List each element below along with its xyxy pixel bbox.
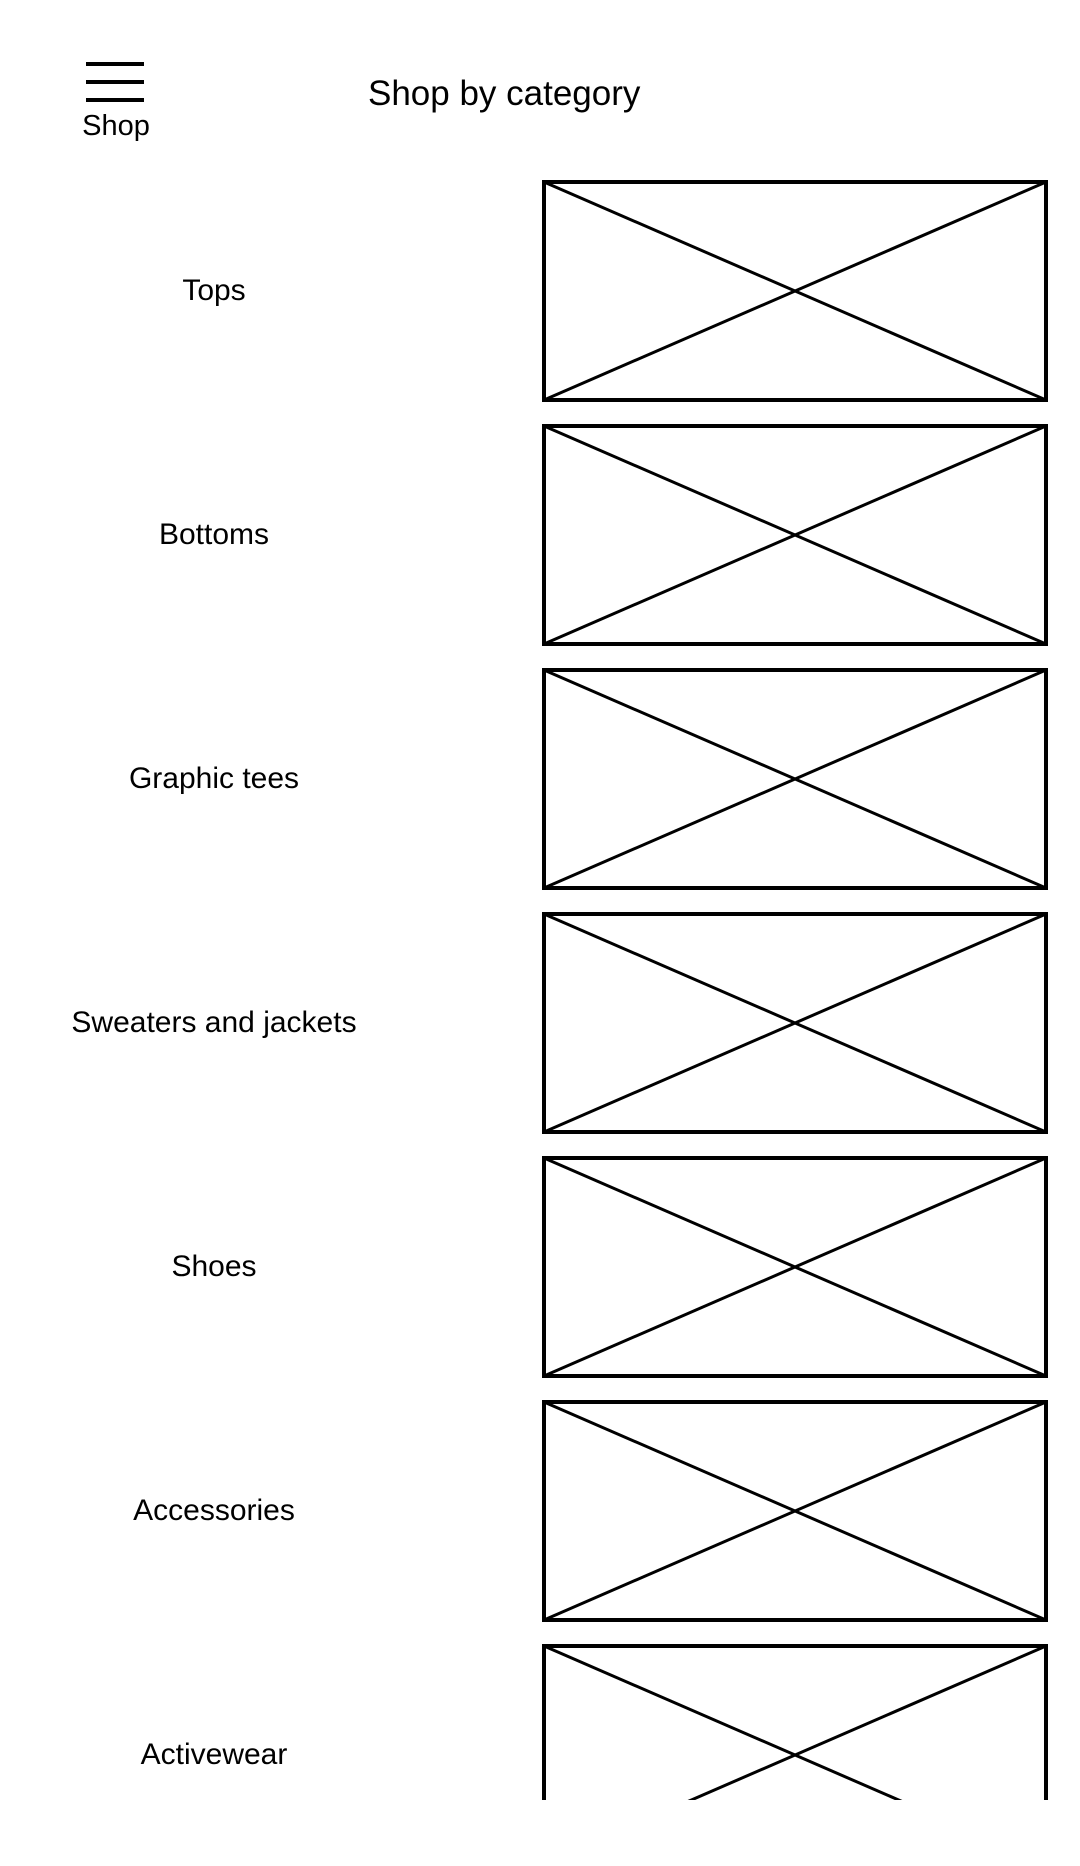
page-title: Shop by category — [368, 74, 641, 113]
category-accessories[interactable]: Accessories — [0, 1400, 1080, 1622]
category-graphic-tees[interactable]: Graphic tees — [0, 668, 1080, 890]
category-label: Shoes — [171, 1250, 257, 1283]
category-sweaters-and-jackets[interactable]: Sweaters and jackets — [0, 912, 1080, 1134]
menu-button[interactable]: Shop — [70, 58, 162, 148]
category-label: Sweaters and jackets — [71, 1006, 357, 1039]
category-activewear[interactable]: Activewear — [0, 1644, 1080, 1800]
category-label: Bottoms — [158, 518, 270, 551]
category-label: Tops — [182, 274, 246, 307]
image-placeholder-icon — [542, 1156, 1048, 1378]
category-label: Accessories — [133, 1494, 295, 1527]
hamburger-icon — [86, 62, 144, 102]
image-placeholder-icon — [542, 1400, 1048, 1622]
image-placeholder-icon — [542, 912, 1048, 1134]
category-tops[interactable]: Tops — [0, 180, 1080, 402]
category-bottoms[interactable]: Bottoms — [0, 424, 1080, 646]
category-shoes[interactable]: Shoes — [0, 1156, 1080, 1378]
category-label: Activewear — [140, 1738, 288, 1771]
category-label: Graphic tees — [128, 762, 300, 795]
image-placeholder-icon — [542, 1644, 1048, 1800]
image-placeholder-icon — [542, 180, 1048, 402]
image-placeholder-icon — [542, 668, 1048, 890]
image-placeholder-icon — [542, 424, 1048, 646]
menu-label: Shop — [82, 110, 150, 142]
